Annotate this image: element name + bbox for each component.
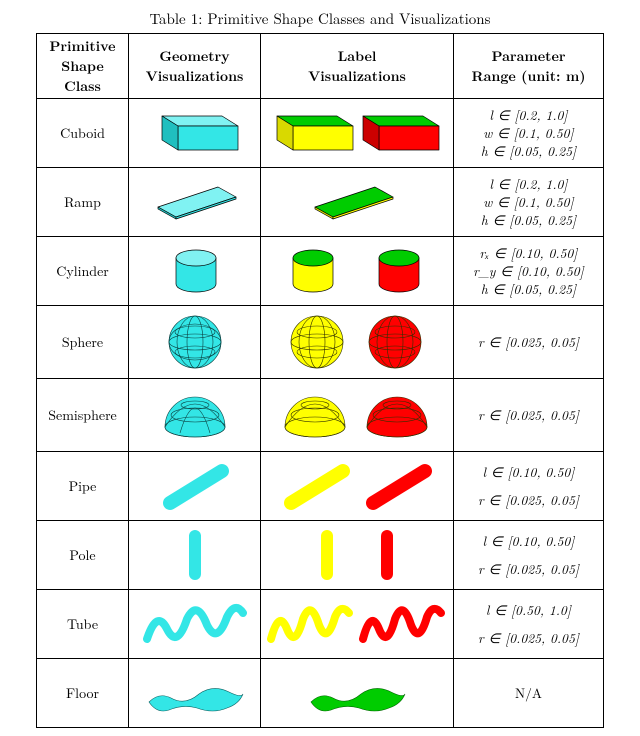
- cuboid-params: l ∈ [0.2, 1.0] w ∈ [0.1, 0.50] h ∈ [0.05…: [454, 99, 604, 168]
- cylinder-geom: [129, 237, 261, 306]
- tube-label: [261, 590, 454, 659]
- cuboid-label: [261, 99, 454, 168]
- ramp-params: l ∈ [0.2, 1.0] w ∈ [0.1, 0.50] h ∈ [0.05…: [454, 168, 604, 237]
- floor-label: [261, 659, 454, 728]
- ramp-label: [261, 168, 454, 237]
- row-sphere: Sphere r ∈ [0.025, 0.05]: [37, 306, 604, 379]
- header-geometry: GeometryVisualizations: [129, 34, 261, 99]
- pipe-name: Pipe: [37, 452, 129, 521]
- sphere-params: r ∈ [0.025, 0.05]: [454, 306, 604, 379]
- floor-params: N/A: [454, 659, 604, 728]
- row-ramp: Ramp l ∈ [0.2, 1.0] w ∈ [0.1, 0.50] h ∈ …: [37, 168, 604, 237]
- tube-geom: [129, 590, 261, 659]
- semisphere-label: [261, 379, 454, 452]
- semisphere-params: r ∈ [0.025, 0.05]: [454, 379, 604, 452]
- cuboid-name: Cuboid: [37, 99, 129, 168]
- floor-name: Floor: [37, 659, 129, 728]
- header-label: LabelVisualizations: [261, 34, 454, 99]
- tube-name: Tube: [37, 590, 129, 659]
- row-pole: Pole l ∈ [0.10, 0.50] r ∈ [0.025, 0.05]: [37, 521, 604, 590]
- cylinder-name: Cylinder: [37, 237, 129, 306]
- pipe-label: [261, 452, 454, 521]
- sphere-geom: [129, 306, 261, 379]
- header-row: PrimitiveShape Class GeometryVisualizati…: [37, 34, 604, 99]
- ramp-name: Ramp: [37, 168, 129, 237]
- semisphere-geom: [129, 379, 261, 452]
- floor-geom: [129, 659, 261, 728]
- pole-geom: [129, 521, 261, 590]
- semisphere-name: Semisphere: [37, 379, 129, 452]
- row-cylinder: Cylinder rₓ ∈ [0.10, 0.50] r_y ∈ [0.10, …: [37, 237, 604, 306]
- sphere-name: Sphere: [37, 306, 129, 379]
- pole-label: [261, 521, 454, 590]
- cylinder-params: rₓ ∈ [0.10, 0.50] r_y ∈ [0.10, 0.50] h ∈…: [454, 237, 604, 306]
- row-tube: Tube l ∈ [0.50, 1.0] r ∈ [0.025, 0.05]: [37, 590, 604, 659]
- header-parameter: ParameterRange (unit: m): [454, 34, 604, 99]
- row-floor: Floor N/A: [37, 659, 604, 728]
- row-pipe: Pipe l ∈ [0.10, 0.50] r ∈ [0.025, 0.05]: [37, 452, 604, 521]
- pole-name: Pole: [37, 521, 129, 590]
- primitives-table: PrimitiveShape Class GeometryVisualizati…: [36, 33, 604, 728]
- table-caption: Table 1: Primitive Shape Classes and Vis…: [8, 8, 632, 29]
- pipe-geom: [129, 452, 261, 521]
- cylinder-label: [261, 237, 454, 306]
- row-cuboid: Cuboid l ∈ [0.2, 1.0] w ∈ [0.1, 0.50] h …: [37, 99, 604, 168]
- row-semisphere: Semisphere r ∈ [0.025, 0.05]: [37, 379, 604, 452]
- tube-params: l ∈ [0.50, 1.0] r ∈ [0.025, 0.05]: [454, 590, 604, 659]
- header-shape-class: PrimitiveShape Class: [37, 34, 129, 99]
- sphere-label: [261, 306, 454, 379]
- pipe-params: l ∈ [0.10, 0.50] r ∈ [0.025, 0.05]: [454, 452, 604, 521]
- cuboid-geom: [129, 99, 261, 168]
- ramp-geom: [129, 168, 261, 237]
- pole-params: l ∈ [0.10, 0.50] r ∈ [0.025, 0.05]: [454, 521, 604, 590]
